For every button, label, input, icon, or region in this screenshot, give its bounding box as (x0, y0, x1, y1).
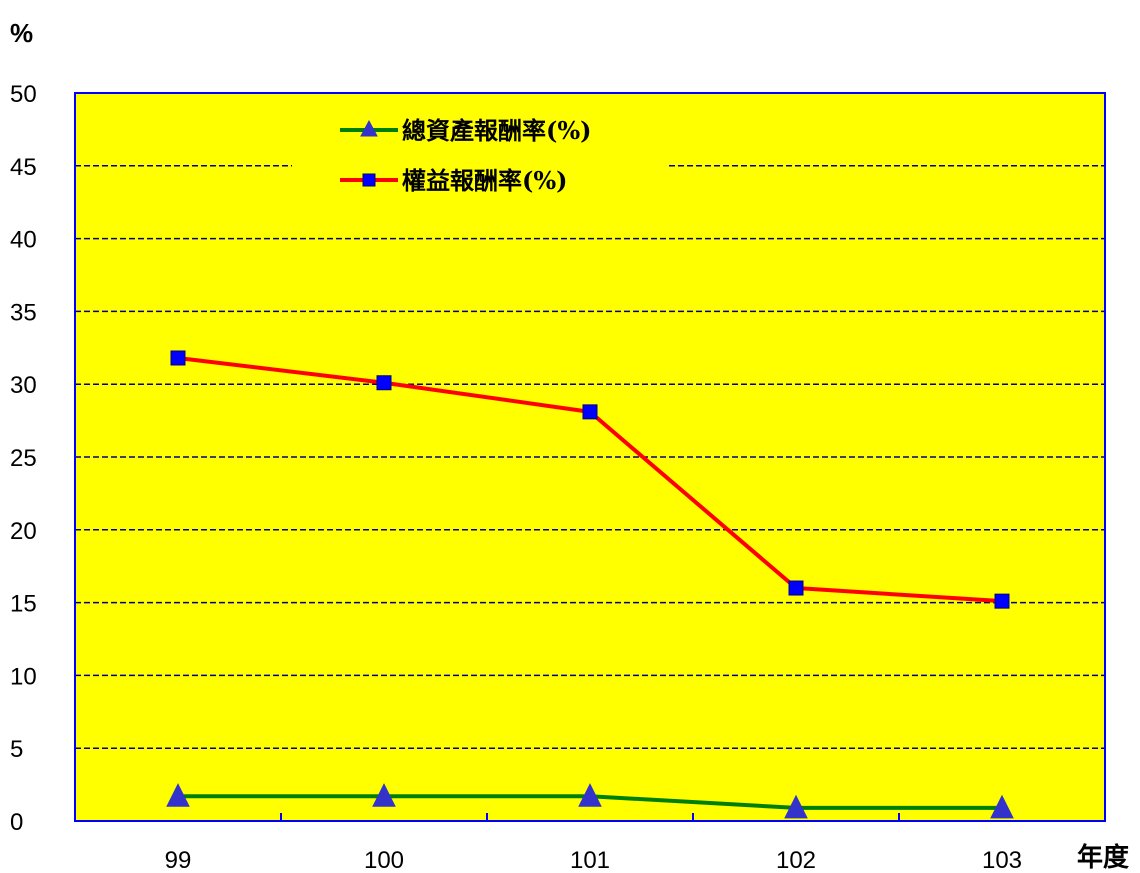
legend: 總資產報酬率(%) 權益報酬率(%) (292, 112, 668, 208)
legend-label-total-assets: 總資產報酬率(%) (402, 116, 592, 145)
data-point-triangle (372, 783, 396, 807)
y-axis-labels: 0 5 10 15 20 25 30 35 40 45 50 (10, 81, 37, 836)
x-axis-ticks (280, 813, 900, 821)
data-point-triangle (784, 794, 808, 819)
series-0 (166, 783, 1014, 819)
data-point-square (788, 580, 804, 596)
y-tick-label: 0 (10, 809, 23, 836)
legend-triangle-marker (360, 119, 378, 137)
data-point-triangle (578, 783, 602, 807)
legend-label-equity: 權益報酬率(%) (402, 166, 568, 195)
plot-border (74, 92, 1106, 822)
y-tick-label: 20 (10, 518, 37, 545)
data-point-square (376, 375, 392, 391)
series (166, 350, 1014, 819)
x-tick-label: 99 (165, 847, 192, 873)
x-axis-title: 年度 (1077, 842, 1129, 873)
y-tick-label: 35 (10, 299, 37, 326)
y-tick-label: 40 (10, 227, 37, 254)
data-point-square (582, 404, 598, 420)
y-tick-label: 15 (10, 591, 37, 618)
y-tick-label: 10 (10, 663, 37, 690)
data-point-triangle (990, 794, 1014, 819)
series-1 (170, 350, 1010, 609)
x-axis-labels: 99 100 101 102 103 (165, 847, 1022, 873)
y-tick-label: 25 (10, 445, 37, 472)
data-point-triangle (166, 783, 190, 807)
y-tick-label: 45 (10, 154, 37, 181)
x-tick-label: 101 (570, 847, 610, 873)
legend-square-marker (362, 173, 376, 187)
y-tick-label: 50 (10, 81, 37, 108)
data-point-square (994, 593, 1010, 609)
x-tick-label: 103 (982, 847, 1022, 873)
y-tick-label: 5 (10, 736, 23, 763)
gridlines (75, 165, 1105, 749)
y-axis-unit: % (10, 18, 33, 48)
y-tick-label: 30 (10, 372, 37, 399)
x-tick-label: 100 (364, 847, 404, 873)
x-tick-label: 102 (776, 847, 816, 873)
data-point-square (170, 350, 186, 366)
